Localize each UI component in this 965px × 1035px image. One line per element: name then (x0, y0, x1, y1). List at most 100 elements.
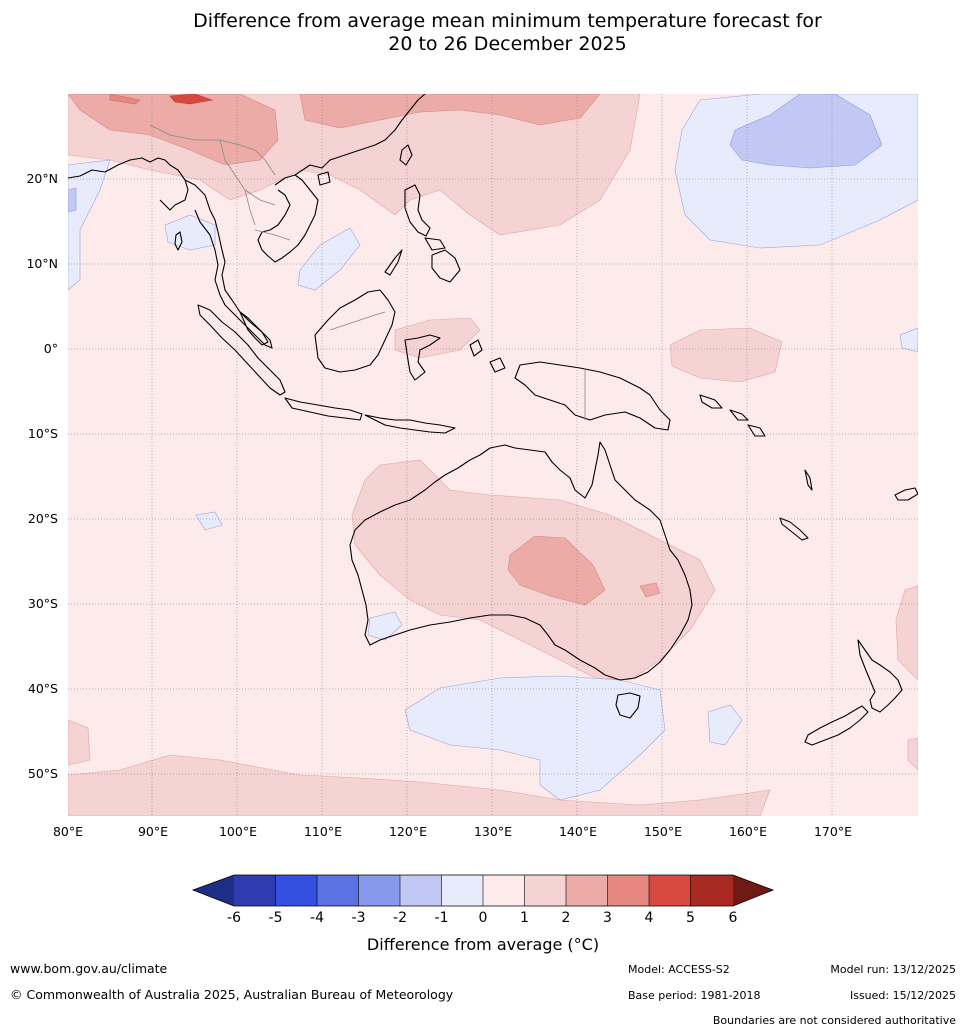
colorbar-swatch (649, 875, 691, 906)
colorbar-tick: 4 (645, 910, 654, 926)
coastline-tasmania (615, 692, 641, 719)
colorbar-tick: 3 (603, 910, 612, 926)
title-line-1: Difference from average mean minimum tem… (193, 10, 822, 32)
website-link[interactable]: www.bom.gov.au/climate (10, 961, 168, 976)
colorbar-extend-high (733, 875, 773, 906)
border-borneo (329, 311, 386, 331)
coastline-lesser-sunda (364, 414, 456, 434)
coastline-australia (349, 441, 693, 681)
colorbar-swatch (566, 875, 608, 906)
colorbar-tick: 6 (729, 910, 738, 926)
coastline-malay-peninsula (239, 311, 269, 346)
coastline-moluccas (469, 339, 506, 373)
lat-label: 20°N (26, 171, 58, 186)
lon-label: 130°E (474, 824, 512, 839)
anomaly-region-tibet (68, 94, 279, 166)
anomaly-region-southern-ocean (68, 754, 771, 816)
coastline-new-caledonia (779, 517, 809, 541)
coastline-sumatra (197, 304, 286, 396)
colorbar-swatch (400, 875, 442, 906)
anomaly-region-southeast (907, 737, 918, 771)
anomaly-region-china-south (299, 94, 601, 129)
anomaly-region-east-edge (899, 327, 918, 353)
lon-label: 100°E (219, 824, 257, 839)
coastline-china-south (294, 94, 426, 176)
colorbar-swatch (690, 875, 733, 906)
coastline-mindanao (431, 249, 461, 283)
title-line-2: 20 to 26 December 2025 (388, 33, 627, 55)
boundaries-note: Boundaries are not considered authoritat… (712, 1014, 956, 1027)
colorbar-tick: -3 (352, 910, 366, 926)
coastline-borneo (314, 289, 396, 373)
colorbar-swatch (483, 875, 525, 906)
colorbar-outline (191, 874, 775, 907)
coastline-palawan (384, 249, 403, 276)
anomaly-region-bengal-core (68, 187, 77, 213)
anomaly-region-tasman (895, 585, 918, 681)
lon-label: 140°E (559, 824, 597, 839)
colorbar-swatch (275, 875, 317, 906)
coastline-new-zealand-south (804, 705, 869, 746)
country-borders (149, 124, 586, 420)
longitude-labels: 80°E 90°E 100°E 110°E 120°E 130°E 140°E … (53, 824, 852, 839)
coastline-india (68, 157, 189, 211)
anomaly-region-indian-ocean-spot (195, 511, 223, 531)
anomaly-region-himalaya (109, 94, 141, 105)
anomaly-region-tasman-cool (707, 704, 743, 746)
colorbar-tick: -6 (227, 910, 241, 926)
coastline-taiwan (399, 144, 413, 166)
colorbar-swatch (524, 875, 566, 906)
coastline-fiji (894, 487, 918, 501)
copyright-text: © Commonwealth of Australia 2025, Austra… (10, 987, 454, 1002)
lat-label: 20°S (28, 511, 58, 526)
colorbar-tick: 2 (562, 910, 571, 926)
colorbar-swatch (234, 875, 276, 906)
colorbar-dividers (275, 875, 691, 906)
coastlines (68, 94, 918, 746)
lat-label: 50°S (28, 766, 58, 781)
coastline-hainan (317, 171, 331, 186)
colorbar-tick: -1 (435, 910, 449, 926)
coastline-solomon-islands (699, 394, 766, 437)
colorbar-tick: -5 (269, 910, 283, 926)
model-run-date: Model run: 13/12/2025 (830, 963, 956, 976)
lon-label: 150°E (644, 824, 682, 839)
base-period: Base period: 1981-2018 (628, 989, 761, 1002)
model-name: Model: ACCESS-S2 (628, 963, 730, 976)
anomaly-region-himalaya-core (169, 94, 214, 105)
lat-label: 40°S (28, 681, 58, 696)
colorbar-swatch (441, 875, 483, 906)
colorbar-tick: -2 (393, 910, 407, 926)
colorbar-swatch (607, 875, 649, 906)
colorbar-extend-low (193, 875, 234, 906)
coastline-vietnam (257, 174, 319, 263)
coastline-new-zealand-north (857, 639, 903, 713)
lat-label: 0° (44, 341, 58, 356)
lon-label: 160°E (729, 824, 767, 839)
coastline-luzon (404, 184, 431, 237)
colorbar-tick: 0 (479, 910, 488, 926)
lat-label: 10°S (28, 426, 58, 441)
colorbar-swatch (358, 875, 400, 906)
map-plot-area (68, 94, 918, 816)
colorbar-tick: -4 (310, 910, 324, 926)
latitude-labels: 20°N 10°N 0° 10°S 20°S 30°S 40°S 50°S (26, 171, 58, 781)
anomaly-region-equatorial (394, 317, 481, 359)
colorbar-ticks: -6 -5 -4 -3 -2 -1 0 1 2 3 4 5 6 (227, 910, 738, 926)
border-mainland-asia (149, 124, 291, 241)
colorbar-tick: 1 (520, 910, 529, 926)
anomaly-region-bay-of-bengal (68, 159, 111, 291)
lon-label: 120°E (389, 824, 427, 839)
colorbar-tick: 5 (686, 910, 695, 926)
anomaly-region-south-china-sea (297, 227, 361, 291)
coastline-vanuatu (804, 469, 813, 491)
lon-label: 110°E (304, 824, 342, 839)
anomaly-region-andaman (164, 214, 216, 251)
lon-label: 170°E (814, 824, 852, 839)
coastline-sulawesi (404, 334, 441, 381)
lon-label: 90°E (138, 824, 168, 839)
coastline-sri-lanka (174, 231, 183, 251)
lat-label: 10°N (26, 256, 58, 271)
anomaly-region-central-australia (507, 535, 606, 606)
